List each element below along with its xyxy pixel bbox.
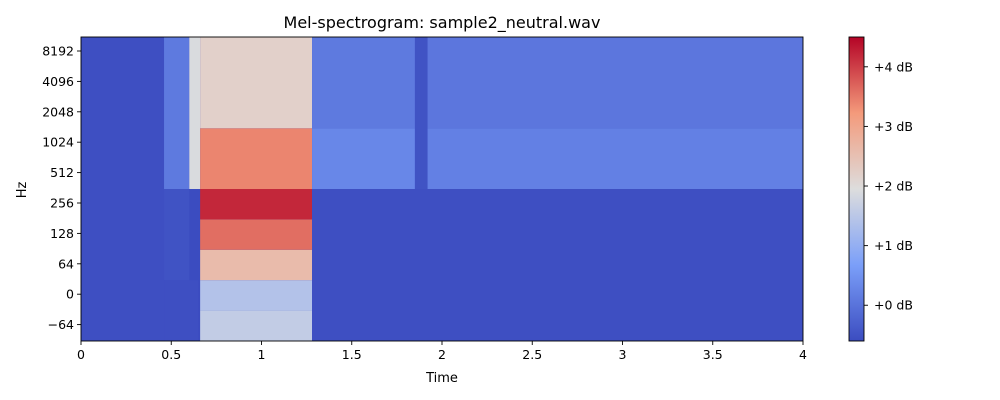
y-tick-label: 2048 (42, 104, 74, 119)
heatmap-cell (200, 310, 313, 341)
heatmap-cell (164, 189, 190, 281)
heatmap-cell (312, 189, 803, 341)
x-tick-label: 2.5 (522, 347, 542, 362)
chart-title: Mel-spectrogram: sample2_neutral.wav (284, 13, 601, 33)
y-tick-label: 256 (50, 196, 74, 211)
x-tick-label: 1 (258, 347, 266, 362)
heatmap-cell (200, 128, 313, 189)
heatmap-cell (164, 37, 190, 189)
x-axis: 0 0.5 1 1.5 2 2.5 3 3.5 4 (77, 341, 807, 362)
y-tick-label: 512 (50, 165, 74, 180)
colorbar-tick-label: +0 dB (874, 298, 913, 313)
plot-area (81, 37, 803, 341)
y-tick-label: 4096 (42, 74, 74, 89)
y-tick-label: 1024 (42, 135, 74, 150)
y-tick-label: 0 (66, 287, 74, 302)
x-tick-label: 3.5 (703, 347, 723, 362)
y-tick-label: 8192 (42, 44, 74, 59)
heatmap-cell (414, 37, 428, 189)
heatmap-cell (312, 128, 415, 189)
x-tick-label: 0 (77, 347, 85, 362)
heatmap-cell (200, 280, 313, 311)
x-axis-label: Time (425, 371, 458, 386)
y-tick-label: 64 (58, 256, 74, 271)
heatmap-cell (200, 219, 313, 250)
x-tick-label: 1.5 (342, 347, 362, 362)
y-tick-label: 128 (50, 226, 74, 241)
y-axis: 8192 4096 2048 1024 512 256 128 64 0 −64 (42, 44, 81, 332)
colorbar-tick-label: +2 dB (874, 179, 913, 194)
y-axis-label: Hz (15, 182, 30, 199)
heatmap-cell (200, 189, 313, 220)
colorbar: +4 dB +3 dB +2 dB +1 dB +0 dB (848, 36, 913, 342)
heatmap-cell (200, 37, 313, 129)
y-tick-label: −64 (48, 317, 74, 332)
heatmap-cell (81, 37, 165, 341)
colorbar-tick-label: +4 dB (874, 59, 913, 74)
colorbar-tick-label: +1 dB (874, 238, 913, 253)
colorbar-tick-label: +3 dB (874, 119, 913, 134)
heatmap-cell (200, 249, 313, 281)
x-tick-label: 2 (438, 347, 446, 362)
heatmap-cell (427, 128, 803, 189)
x-tick-label: 0.5 (161, 347, 181, 362)
x-tick-label: 4 (799, 347, 807, 362)
colorbar-gradient (848, 36, 865, 342)
heatmap-cell (312, 37, 415, 129)
heatmap-cell (189, 37, 201, 189)
heatmap-cell (164, 280, 199, 341)
heatmap-cell (427, 37, 803, 129)
x-tick-label: 3 (619, 347, 627, 362)
